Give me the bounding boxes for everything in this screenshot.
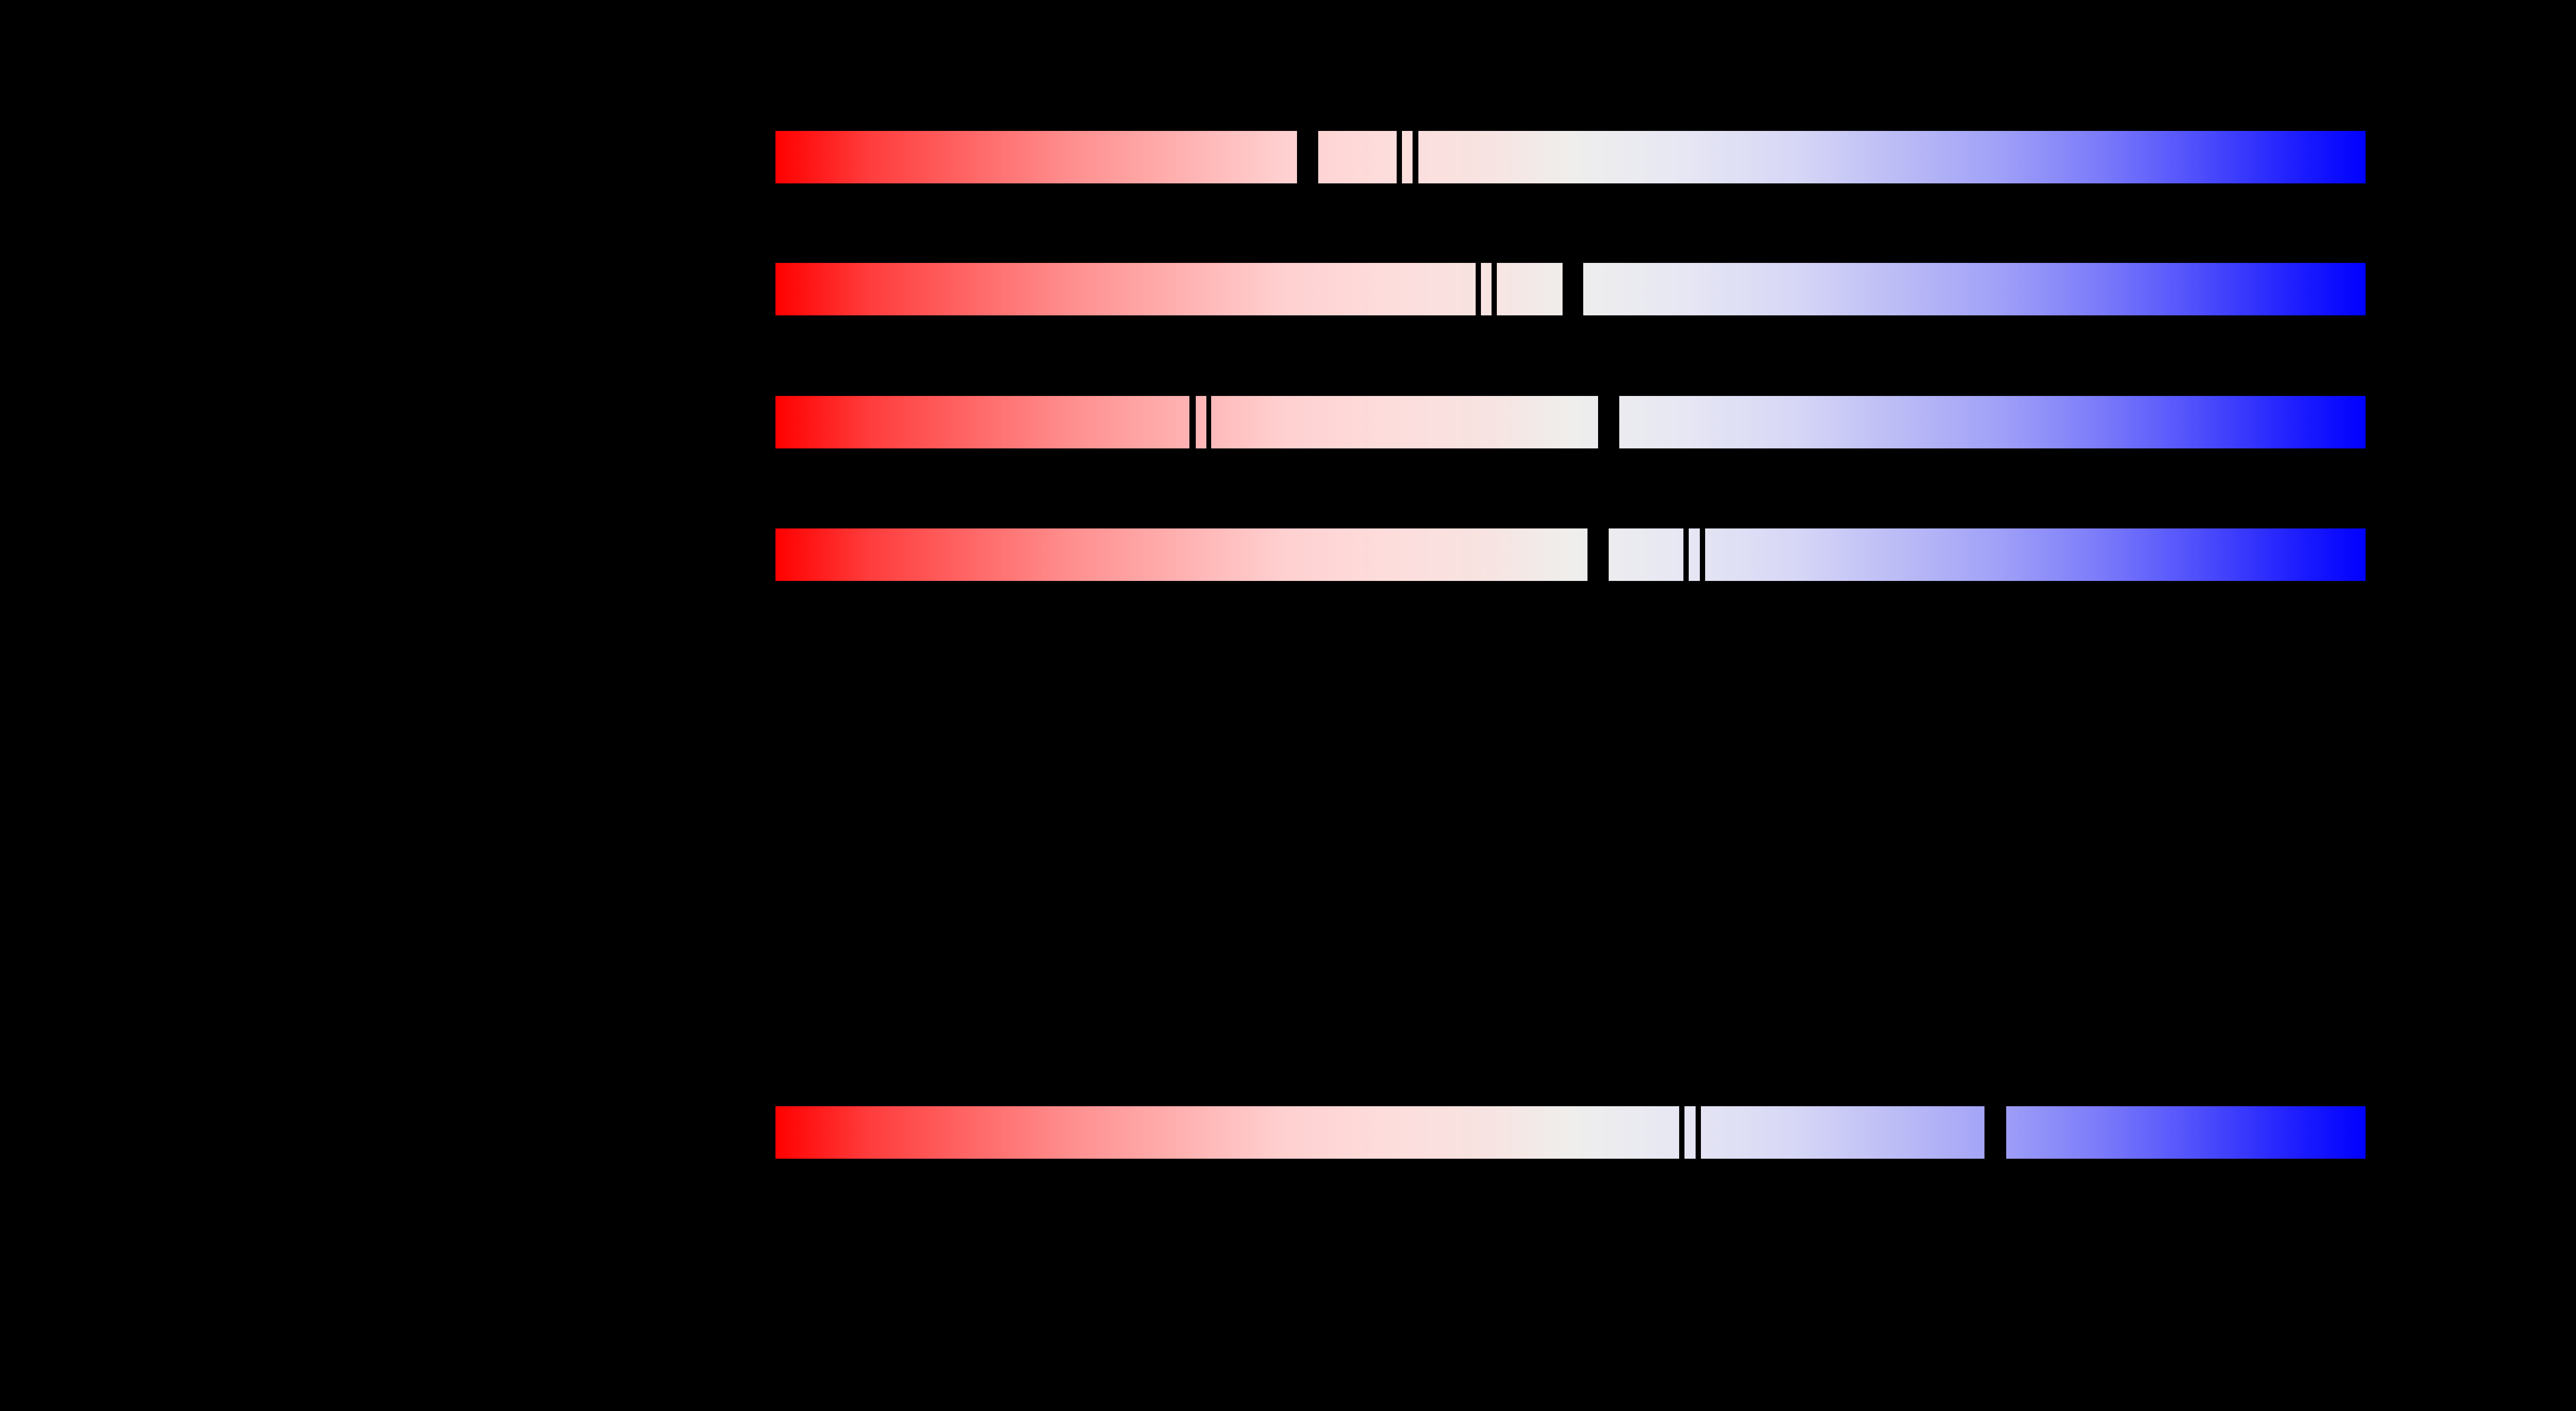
wide-band-marker <box>1562 262 1583 316</box>
double-line-marker-left <box>1679 1106 1685 1160</box>
double-line-marker-right <box>1206 395 1211 449</box>
double-line-marker-right <box>1696 1106 1701 1160</box>
gradient-bar-row-1 <box>775 130 2366 184</box>
double-line-marker-right <box>1491 262 1497 316</box>
gradient-bar-row-2 <box>775 262 2366 316</box>
gradient-bar-row-5 <box>775 1106 2366 1160</box>
double-line-marker-left <box>1683 528 1689 582</box>
gradient-bar-row-4 <box>775 528 2366 582</box>
wide-band-marker <box>1587 528 1609 582</box>
double-line-marker-left <box>1397 130 1402 184</box>
double-line-marker-left <box>1189 395 1196 449</box>
double-line-marker-right <box>1413 130 1418 184</box>
gradient-bar-row-3 <box>775 395 2366 449</box>
double-line-marker-right <box>1699 528 1706 582</box>
wide-band-marker <box>1984 1106 2006 1160</box>
double-line-marker-left <box>1475 262 1481 316</box>
wide-band-marker <box>1296 130 1318 184</box>
wide-band-marker <box>1598 395 1620 449</box>
